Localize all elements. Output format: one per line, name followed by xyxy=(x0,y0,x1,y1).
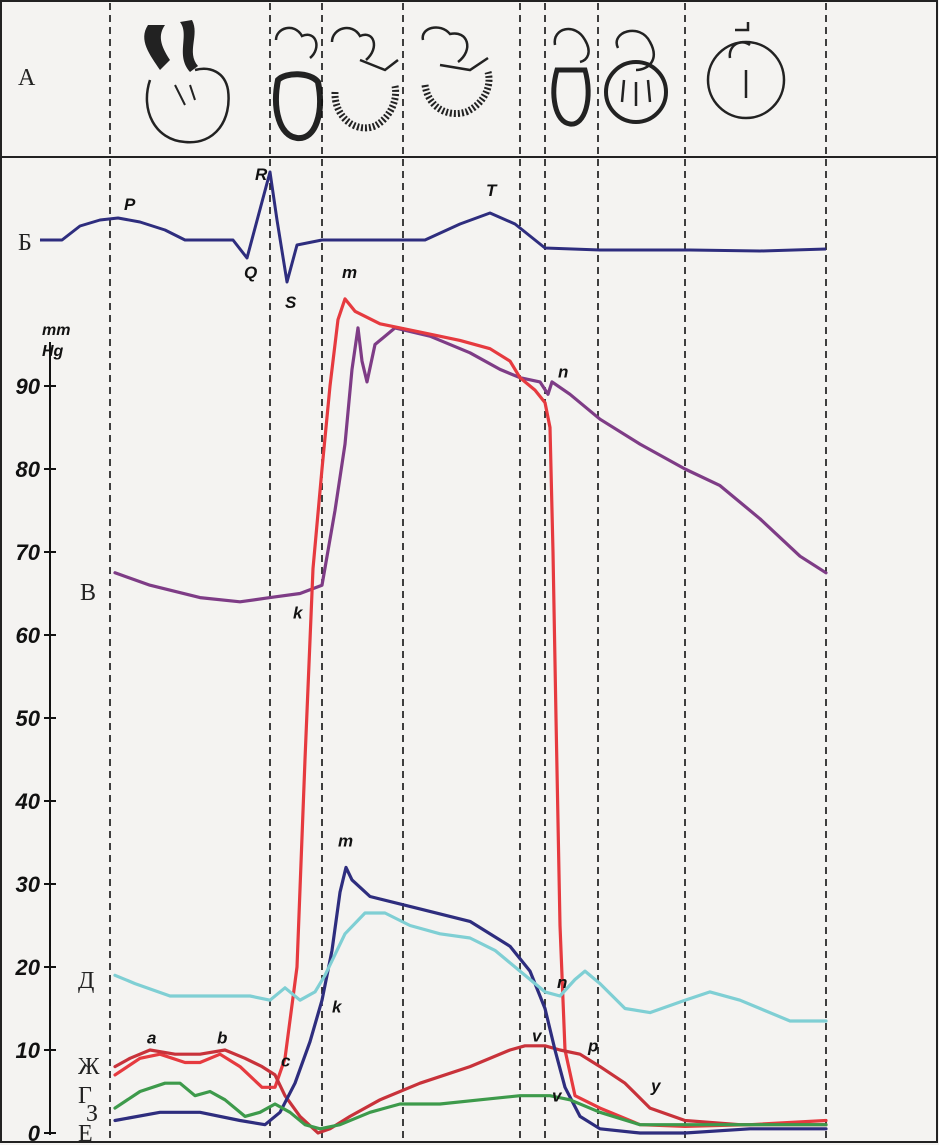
point-label-atrial-a-0: a xyxy=(147,1028,156,1047)
row-label-b: Б xyxy=(18,230,32,256)
point-label-atrial-v-3: v xyxy=(532,1027,543,1046)
row-label-v: В xyxy=(80,580,96,606)
point-label-atrial-p-4: p xyxy=(587,1037,598,1056)
y-axis-unit-line-1: mm xyxy=(42,322,70,339)
heart-diagram-4 xyxy=(421,26,493,117)
y-tick-label-10: 10 xyxy=(16,1038,41,1063)
point-label-aortic-k-0: k xyxy=(293,603,304,622)
curve-aortic xyxy=(113,326,828,604)
point-label-atrial-b-1: b xyxy=(217,1028,227,1047)
curve-rv xyxy=(113,865,828,1135)
ecg-label-R: R xyxy=(255,165,268,184)
y-tick-label-80: 80 xyxy=(16,457,41,482)
pressure-plot: k n m a b c v p m k n v y xyxy=(113,263,828,1135)
heart-diagram-7 xyxy=(706,22,786,120)
point-label-rv-n-2: n xyxy=(557,973,567,992)
y-tick-label-0: 0 xyxy=(28,1121,41,1145)
y-tick-label-60: 60 xyxy=(16,623,41,648)
y-axis-unit-line-2: Hg xyxy=(42,343,64,360)
y-tick-label-30: 30 xyxy=(16,872,41,897)
point-label-green-v-0: v xyxy=(552,1086,563,1105)
ecg-panel: P R Q S T xyxy=(40,165,827,312)
y-tick-label-50: 50 xyxy=(16,706,41,731)
row-label-a: А xyxy=(18,65,36,91)
y-tick-label-20: 20 xyxy=(15,955,41,980)
row-label-g: Г xyxy=(78,1083,92,1109)
heart-diagram-3 xyxy=(330,26,400,132)
point-label-green-y-1: y xyxy=(650,1077,662,1096)
row-label-z: З xyxy=(86,1101,98,1127)
heart-diagram-6 xyxy=(604,29,668,124)
point-label-aortic-n-1: n xyxy=(558,363,568,382)
ecg-label-P: P xyxy=(124,195,136,214)
curve-pulmonary xyxy=(113,911,828,1023)
y-tick-label-40: 40 xyxy=(15,789,41,814)
curve-green xyxy=(113,1081,828,1131)
ecg-trace xyxy=(40,170,827,284)
point-label-rv-k-1: k xyxy=(332,998,343,1017)
ecg-label-Q: Q xyxy=(244,263,257,282)
row-label-zh: Ж xyxy=(78,1054,100,1080)
point-label-atrial-c-2: c xyxy=(281,1052,291,1071)
row-label-d: Д xyxy=(78,968,94,994)
heart-diagram-1 xyxy=(144,20,230,144)
row-label-e: Е xyxy=(78,1121,93,1145)
point-label-rv-m-0: m xyxy=(338,832,353,851)
phase-dividers xyxy=(109,3,827,1140)
y-tick-label-90: 90 xyxy=(16,374,41,399)
curve-atrial xyxy=(113,1044,828,1135)
ecg-label-T: T xyxy=(486,181,498,200)
point-label-lv-m-0: m xyxy=(342,263,357,282)
heart-diagram-5 xyxy=(551,27,591,127)
y-tick-label-70: 70 xyxy=(16,540,41,565)
ecg-label-S: S xyxy=(285,293,297,312)
y-axis-ticks: 0 10 20 30 40 50 60 70 80 90 xyxy=(15,374,56,1145)
heart-diagram-2 xyxy=(273,26,323,141)
curve-lv xyxy=(113,297,828,1129)
heart-illustrations xyxy=(144,20,786,144)
